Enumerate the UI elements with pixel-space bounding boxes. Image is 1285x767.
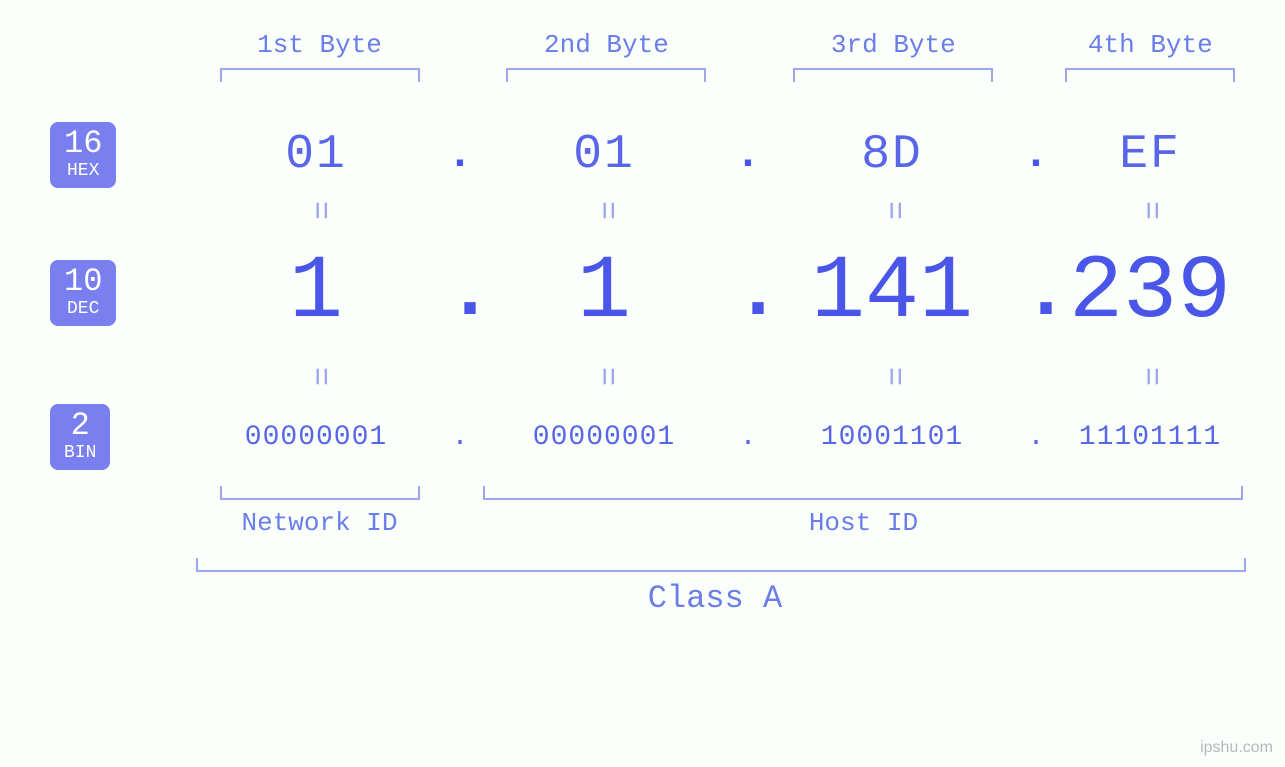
class-label: Class A xyxy=(190,580,1240,617)
byte-header-1-label: 1st Byte xyxy=(190,30,449,60)
dot-icon: . xyxy=(1028,422,1045,453)
byte-header-4: 4th Byte xyxy=(1051,30,1250,82)
bracket-icon xyxy=(1065,68,1235,82)
dec-values: 1 . 1 . 141 . 239 xyxy=(186,242,1250,344)
section-brackets-row: Network ID Host ID xyxy=(190,486,1250,538)
byte-header-2-label: 2nd Byte xyxy=(477,30,736,60)
hex-values: 01 . 01 . 8D . EF xyxy=(186,128,1250,182)
bracket-icon xyxy=(196,558,1246,572)
bin-badge-num: 2 xyxy=(64,410,96,442)
bin-badge-sub: BIN xyxy=(64,444,96,462)
byte-header-2: 2nd Byte xyxy=(477,30,736,82)
dec-badge-num: 10 xyxy=(64,266,102,298)
equals-icon: = xyxy=(588,246,625,505)
dot-icon: . xyxy=(447,130,473,180)
dot-icon: . xyxy=(1023,130,1049,180)
equals-icon: = xyxy=(1132,276,1169,475)
bin-row: 2 BIN 00000001 . 00000001 . 10001101 . 1… xyxy=(50,404,1250,470)
equals-icon: = xyxy=(301,246,338,505)
equals-row-1: = = = = xyxy=(190,188,1250,232)
byte-header-3-label: 3rd Byte xyxy=(764,30,1023,60)
dec-row: 10 DEC 1 . 1 . 141 . 239 xyxy=(50,242,1250,344)
dec-badge: 10 DEC xyxy=(50,260,116,326)
hex-badge-sub: HEX xyxy=(64,162,102,180)
dec-badge-sub: DEC xyxy=(64,300,102,318)
bracket-icon xyxy=(506,68,706,82)
dot-icon: . xyxy=(452,422,469,453)
bin-values: 00000001 . 00000001 . 10001101 . 1110111… xyxy=(186,422,1250,453)
dot-icon: . xyxy=(735,130,761,180)
equals-icon: = xyxy=(875,246,912,505)
network-id-label: Network ID xyxy=(190,508,449,538)
bin-badge: 2 BIN xyxy=(50,404,110,470)
byte-headers-row: 1st Byte 2nd Byte 3rd Byte 4th Byte xyxy=(190,30,1250,82)
byte-header-4-label: 4th Byte xyxy=(1051,30,1250,60)
bracket-icon xyxy=(793,68,993,82)
class-section: Class A xyxy=(190,558,1250,617)
dot-icon: . xyxy=(740,422,757,453)
equals-row-2: = = = = xyxy=(190,354,1250,398)
hex-row: 16 HEX 01 . 01 . 8D . EF xyxy=(50,122,1250,188)
byte-header-3: 3rd Byte xyxy=(764,30,1023,82)
hex-badge-num: 16 xyxy=(64,128,102,160)
watermark: ipshu.com xyxy=(1200,739,1273,757)
bracket-icon xyxy=(220,68,420,82)
byte-header-1: 1st Byte xyxy=(190,30,449,82)
hex-badge: 16 HEX xyxy=(50,122,116,188)
host-id-label: Host ID xyxy=(477,508,1250,538)
ip-address-diagram: 1st Byte 2nd Byte 3rd Byte 4th Byte 16 H… xyxy=(50,30,1250,617)
